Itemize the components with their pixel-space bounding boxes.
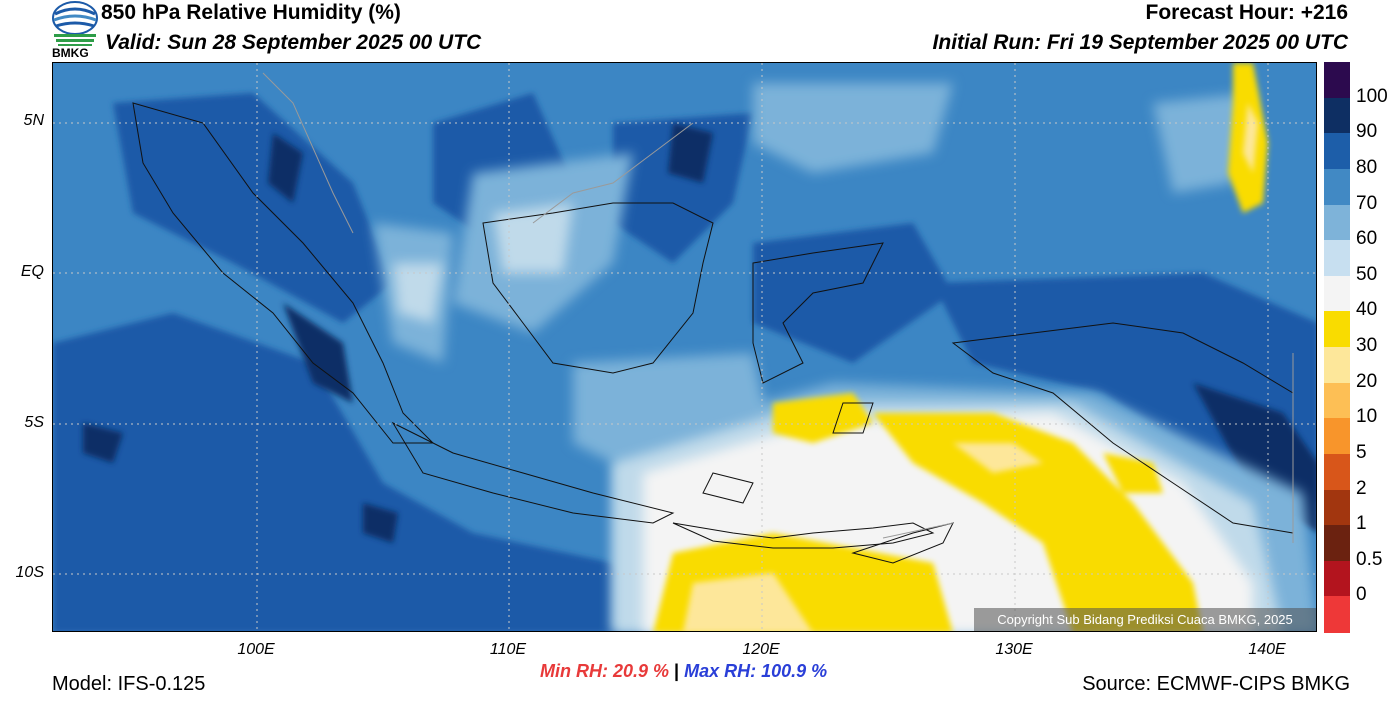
forecast-hour: Forecast Hour: +216: [1145, 1, 1349, 24]
bmkg-logo: [52, 1, 98, 46]
colorbar-segment: [1324, 240, 1350, 277]
source-label: Source: ECMWF-CIPS BMKG: [1082, 673, 1350, 695]
colorbar-segment: [1324, 62, 1350, 99]
colorbar-label: 0: [1356, 584, 1367, 606]
colorbar-segment: [1324, 133, 1350, 170]
colorbar-label: 20: [1356, 370, 1378, 392]
max-rh: Max RH: 100.9 %: [684, 661, 828, 681]
map-title: 850 hPa Relative Humidity (%): [101, 1, 401, 24]
humidity-field: [53, 63, 1316, 631]
humid-90-zones: [53, 93, 1316, 631]
logo-text: BMKG: [52, 46, 89, 60]
lon-label-130e: 130E: [995, 641, 1033, 658]
lat-label-5s: 5S: [24, 414, 44, 431]
colorbar-label: 100: [1356, 85, 1388, 107]
colorbar-label: 40: [1356, 299, 1378, 321]
lon-label-120e: 120E: [742, 641, 780, 658]
colorbar-label: 60: [1356, 228, 1378, 250]
colorbar-label: 50: [1356, 263, 1378, 285]
model-label: Model: IFS-0.125: [52, 673, 206, 695]
colorbar-segment: [1324, 275, 1350, 312]
colorbar-segment: [1324, 596, 1350, 633]
initial-run: Initial Run: Fri 19 September 2025 00 UT…: [932, 31, 1348, 54]
border-lines: [262, 72, 1294, 543]
min-rh: Min RH: 20.9 %: [540, 661, 670, 681]
lat-label-10s: 10S: [15, 564, 44, 581]
humidity-map: [52, 62, 1317, 632]
colorbar-segment: [1324, 204, 1350, 241]
colorbar-segment: [1324, 560, 1350, 597]
colorbar-label: 70: [1356, 192, 1378, 214]
colorbar-label: 90: [1356, 121, 1378, 143]
colorbar-label: 2: [1356, 477, 1367, 499]
gridlines: [53, 63, 1316, 631]
colorbar-segment: [1324, 418, 1350, 455]
min-max-readout: Min RH: 20.9 % | Max RH: 100.9 %: [540, 661, 827, 682]
lat-label-5n: 5N: [23, 112, 44, 129]
colorbar-segment: [1324, 347, 1350, 384]
lon-label-100e: 100E: [237, 641, 275, 658]
colorbar-label: 1: [1356, 513, 1367, 535]
colorbar-segment: [1324, 168, 1350, 205]
copyright-notice: Copyright Sub Bidang Prediksi Cuaca BMKG…: [974, 608, 1316, 631]
colorbar-segment: [1324, 489, 1350, 526]
colorbar-label: 80: [1356, 156, 1378, 178]
colorbar-segment: [1324, 97, 1350, 134]
colorbar-segment: [1324, 382, 1350, 419]
colorbar-segment: [1324, 525, 1350, 562]
min-max-separator: |: [674, 661, 680, 681]
colorbar-segment: [1324, 311, 1350, 348]
colorbar-label: 30: [1356, 335, 1378, 356]
colorbar-segment: [1324, 453, 1350, 490]
valid-time: Valid: Sun 28 September 2025 00 UTC: [105, 31, 482, 54]
humid-100-zones: [83, 123, 1316, 543]
lon-label-110e: 110E: [489, 641, 527, 658]
dry-30-zones: [683, 103, 1258, 631]
lon-label-140e: 140E: [1248, 641, 1286, 658]
lat-label-eq: EQ: [20, 263, 44, 280]
colorbar-label: 0.5: [1356, 548, 1383, 570]
colorbar-label: 10: [1356, 406, 1378, 428]
colorbar: [1324, 62, 1350, 633]
colorbar-label: 5: [1356, 441, 1367, 463]
